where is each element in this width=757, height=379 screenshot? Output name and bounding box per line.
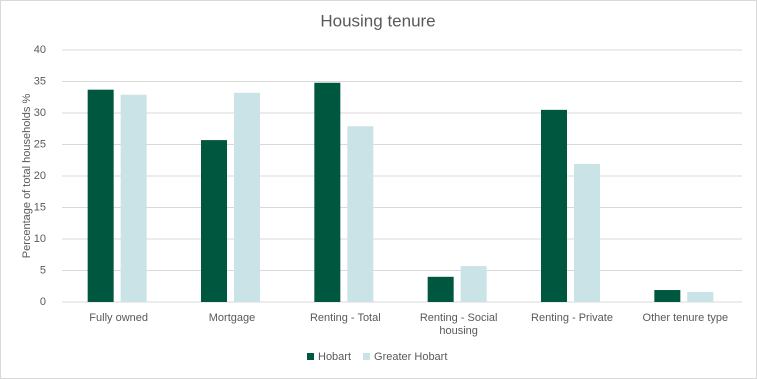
bar [201,140,227,302]
y-tick-label: 0 [40,296,46,308]
y-tick-label: 15 [34,201,46,213]
y-tick-label: 40 [34,44,46,56]
bar [541,109,567,302]
bar [687,291,714,302]
y-tick-label: 35 [34,75,46,87]
bar [460,266,487,302]
x-tick-label: Mortgage [208,312,256,324]
bar [314,82,341,302]
y-tick-label: 10 [34,233,46,245]
y-tick-label: 5 [40,264,46,276]
legend-label: Hobart [318,351,351,363]
x-tick-label: Other tenure type [642,312,729,324]
y-tick-label: 20 [34,170,46,182]
legend-label: Greater Hobart [374,351,447,363]
bar [347,126,374,302]
bar [574,164,600,302]
bar [654,290,681,302]
chart-title: Housing tenure [320,11,435,30]
y-tick-label: 30 [34,107,46,119]
y-tick-label: 25 [34,138,46,150]
bar [234,92,260,302]
legend-swatch [363,353,371,360]
y-axis-label: Percentage of total households % [21,94,33,259]
x-tick-label: Renting - Total [309,312,381,324]
x-tick-label: Renting - Private [531,312,613,324]
x-tick-label: Fully owned [89,312,148,324]
legend-swatch [307,353,314,360]
bar [427,276,454,302]
bar [120,94,147,302]
bar [87,89,114,302]
x-tick-label: Renting - Social housing [419,312,498,337]
